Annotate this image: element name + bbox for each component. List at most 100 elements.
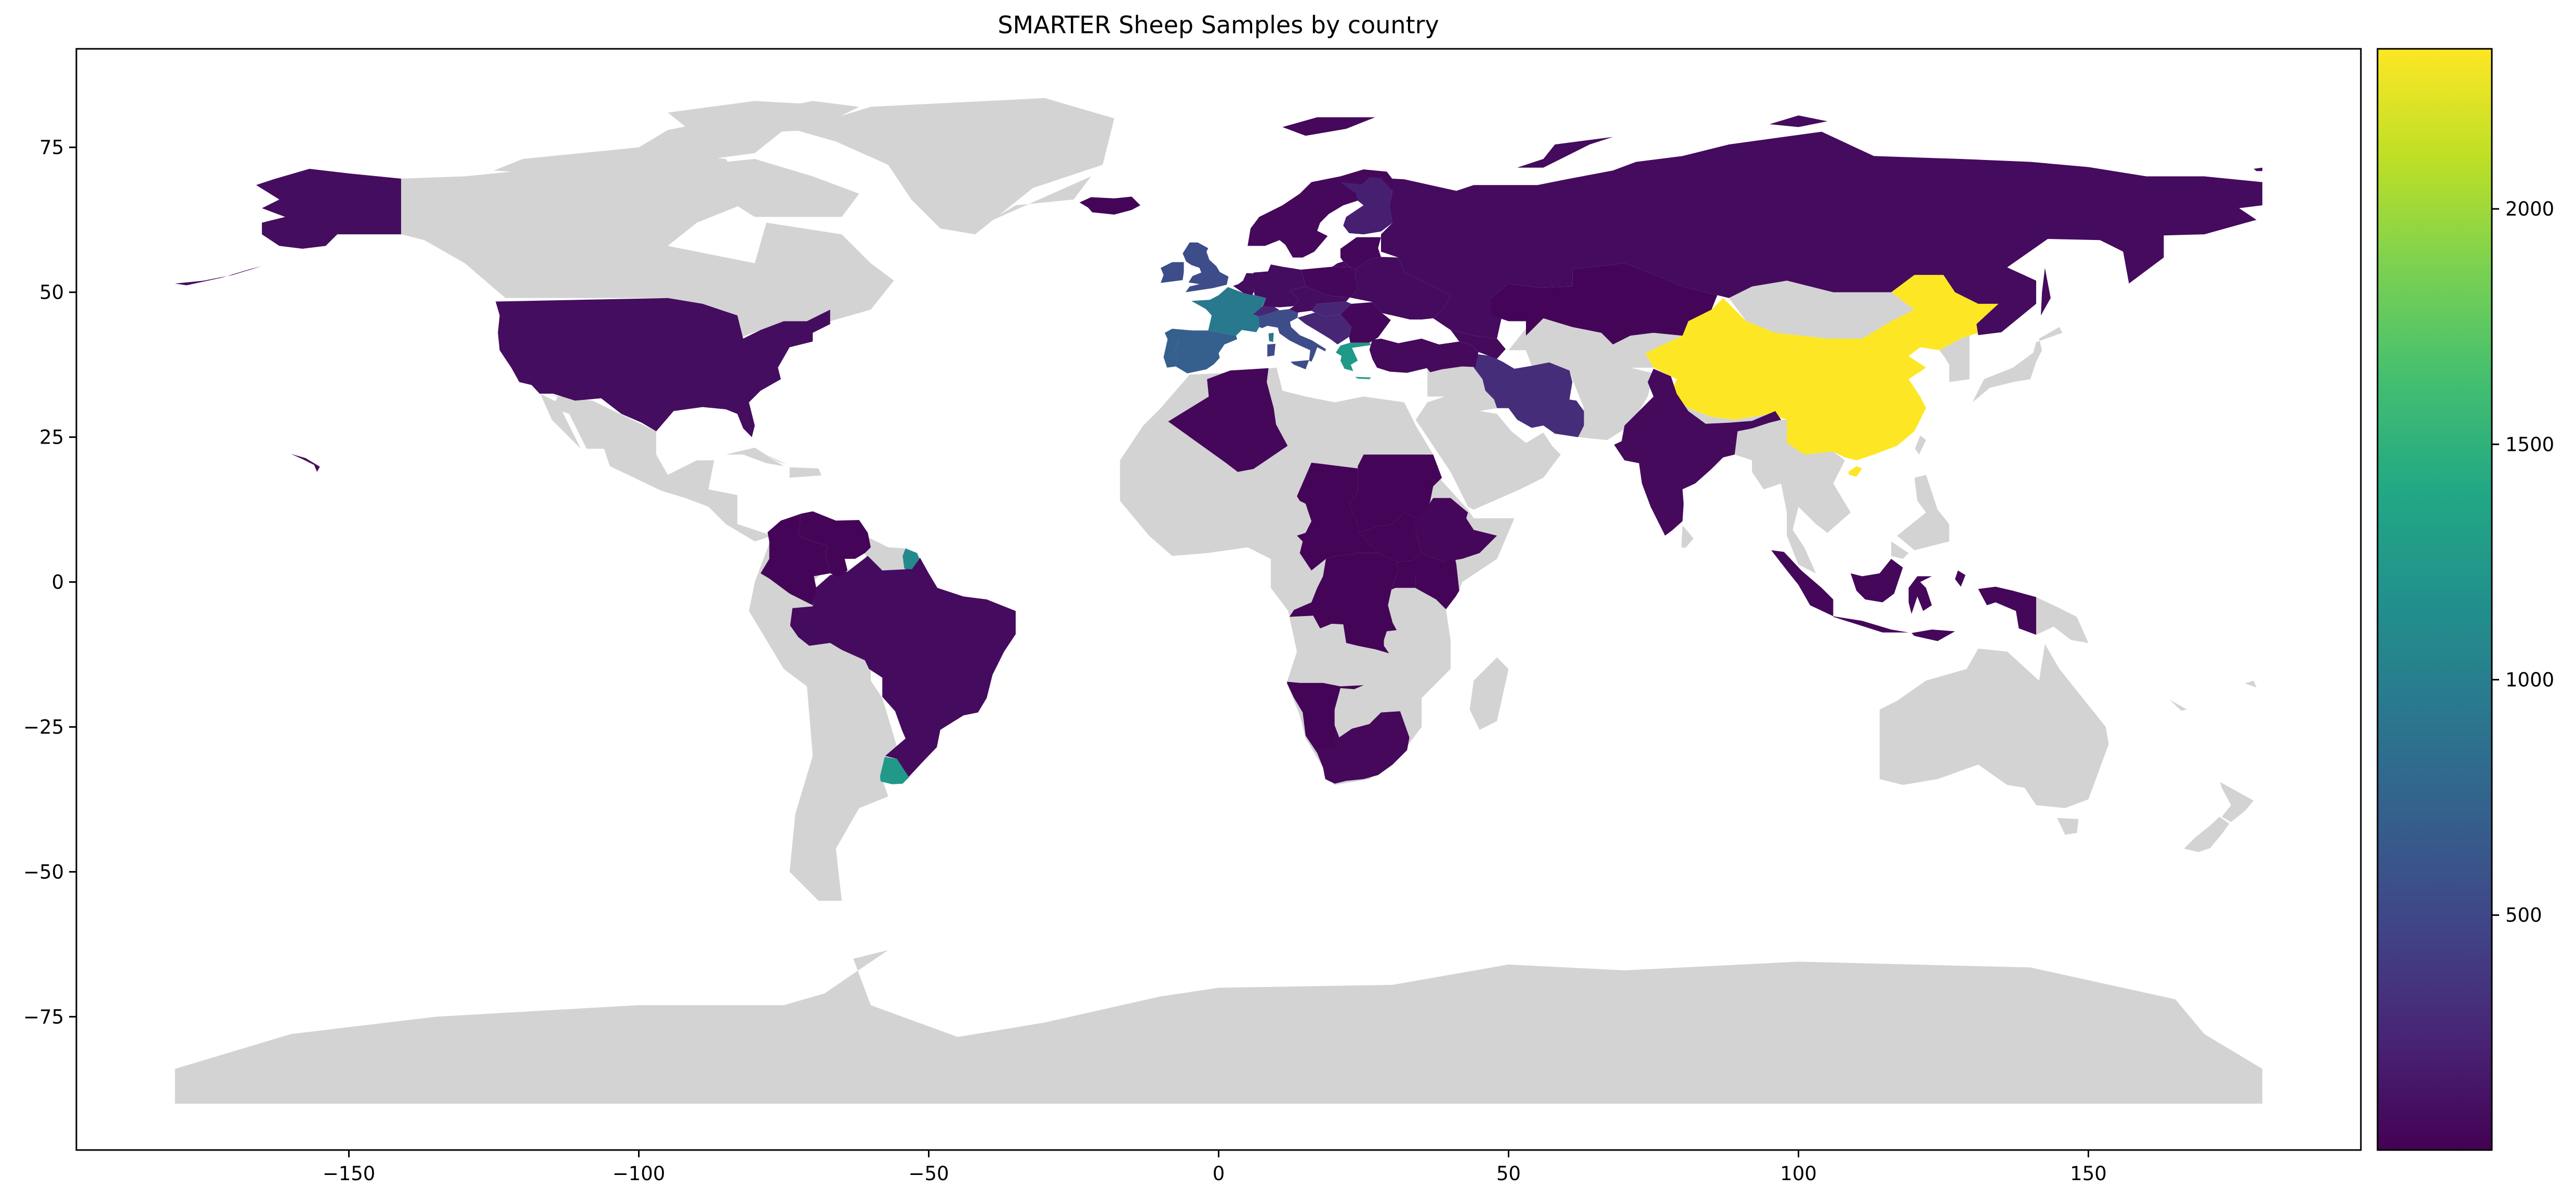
country-hainan <box>1848 466 1863 477</box>
country-central-block <box>1297 462 1378 571</box>
land-baffin <box>697 159 859 217</box>
country-romania-bulgaria <box>1340 302 1391 343</box>
country-ukraine-belarus <box>1349 257 1451 320</box>
country-shapes <box>175 115 2263 784</box>
country-spain <box>1164 328 1238 373</box>
land-japan <box>1972 327 2063 403</box>
country-sudan <box>1349 455 1442 533</box>
country-germany <box>1253 264 1306 308</box>
land-korea-gray <box>1939 336 1970 382</box>
country-italy <box>1258 309 1326 362</box>
y-tick-label: 25 <box>39 426 64 449</box>
land-afghanistan-pakistan <box>1572 365 1654 440</box>
country-south-sudan <box>1359 512 1422 562</box>
colorbar-axis: 500 1000 1500 2000 <box>2492 198 2554 927</box>
country-kaliningrad <box>1332 261 1351 268</box>
country-timor-flores <box>1911 630 1955 641</box>
country-caucasus <box>1450 330 1506 359</box>
land-horn-gray <box>1456 518 1515 591</box>
country-india <box>1614 368 1781 536</box>
land-nepal-tibet <box>1677 393 1775 424</box>
country-hungary <box>1311 301 1352 317</box>
land-cuba-e <box>766 455 787 464</box>
country-czech-austria-slovak <box>1289 286 1350 313</box>
country-sardinia <box>1267 343 1276 357</box>
country-ireland <box>1160 262 1184 283</box>
country-uganda-tanz <box>1391 553 1422 590</box>
land-borneo-gray-ne <box>1891 541 1909 559</box>
country-united-kingdom <box>1183 242 1229 292</box>
land-south-america-w <box>749 518 900 901</box>
country-kazakhstan <box>1491 263 1718 345</box>
country-uruguay <box>880 757 909 784</box>
land-mexico-central <box>540 393 773 542</box>
country-borneo-indonesia <box>1850 558 1903 603</box>
country-corsica <box>1268 332 1274 342</box>
land-southern-africa-gray <box>1287 587 1451 738</box>
country-poland <box>1301 266 1358 298</box>
land-libya-egypt <box>1273 391 1433 466</box>
x-tick-label: 50 <box>1496 1162 1521 1185</box>
country-benelux <box>1233 273 1260 296</box>
country-russia <box>1381 131 2263 339</box>
land-east-siberia-gray <box>1648 272 1915 339</box>
country-kenya <box>1415 553 1459 609</box>
land-nz <box>2220 782 2254 822</box>
country-severnaya <box>1769 115 1828 127</box>
land-australia <box>1879 644 2109 808</box>
x-tick-label: 150 <box>2070 1162 2107 1185</box>
country-iceland <box>1079 196 1140 215</box>
country-wrangel <box>2253 167 2263 171</box>
land-ellesmere <box>668 101 859 136</box>
colorbar-tick-label: 1000 <box>2505 669 2554 691</box>
country-crete <box>1355 377 1371 379</box>
land-taiwan <box>1915 435 1926 455</box>
country-algeria <box>1168 368 1288 472</box>
country-hawaii <box>290 453 320 472</box>
land-png <box>2036 597 2089 643</box>
country-french-guiana <box>902 548 920 569</box>
country-brazil <box>790 556 1016 778</box>
country-sakhalin-ru <box>2041 268 2051 316</box>
x-axis: −150 −100 −50 0 50 100 150 <box>323 1150 2107 1185</box>
land-arabia-n <box>1427 366 1497 411</box>
land-greenland-e <box>987 176 1091 223</box>
country-switzerland <box>1253 306 1280 316</box>
country-united-states <box>495 298 830 437</box>
land-canada <box>401 153 894 339</box>
country-balkans <box>1297 312 1352 345</box>
y-axis: 75 50 25 0 −25 −50 −75 <box>23 137 76 1028</box>
country-svalbard <box>1282 117 1375 136</box>
country-alaska <box>256 169 401 249</box>
land-arabia <box>1415 396 1561 510</box>
country-halmahera <box>1955 570 1966 587</box>
colorbar <box>2376 48 2493 1151</box>
country-venezuela <box>798 511 871 578</box>
land-greenland <box>795 98 1114 235</box>
x-tick-label: −150 <box>323 1162 376 1185</box>
country-congo-drc- <box>1289 553 1399 653</box>
country-baltics <box>1340 237 1381 270</box>
y-tick-label: 50 <box>39 282 64 304</box>
y-tick-label: −25 <box>23 716 64 738</box>
country-ethiopia <box>1410 498 1497 562</box>
country-aleutians <box>175 263 274 286</box>
land-madagascar <box>1469 657 1509 730</box>
y-tick-label: 75 <box>39 137 64 159</box>
x-tick-label: 100 <box>1780 1162 1817 1185</box>
y-tick-label: −50 <box>23 861 64 883</box>
country-sulawesi <box>1908 576 1932 614</box>
land-tasmania <box>2057 818 2079 835</box>
colorbar-tick-label: 500 <box>2505 904 2542 927</box>
land-west-africa <box>1120 421 1312 571</box>
country-indonesia <box>1771 550 1909 633</box>
colorbar-tick-label: 2000 <box>2505 198 2554 220</box>
land-sri-lanka <box>1681 525 1694 548</box>
country-colombia <box>760 513 830 606</box>
land-antarctica <box>175 950 2263 1104</box>
chart-title: SMARTER Sheep Samples by country <box>998 11 1439 39</box>
colorbar-tick-label: 1500 <box>2505 433 2554 456</box>
country-iran <box>1473 353 1584 437</box>
x-tick-label: −50 <box>908 1162 949 1185</box>
